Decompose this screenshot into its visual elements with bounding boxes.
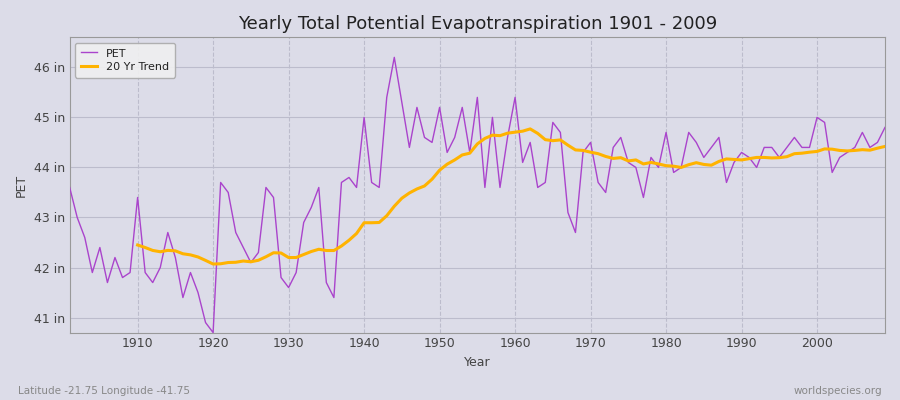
PET <box>208 330 219 335</box>
20 Yr Trend <box>532 131 543 136</box>
Text: Latitude -21.75 Longitude -41.75: Latitude -21.75 Longitude -41.75 <box>18 386 190 396</box>
PET <box>125 270 136 275</box>
20 Yr Trend <box>525 126 535 131</box>
X-axis label: Year: Year <box>464 356 491 369</box>
20 Yr Trend <box>313 247 324 252</box>
20 Yr Trend <box>857 147 868 152</box>
PET <box>525 140 535 145</box>
20 Yr Trend <box>208 262 219 266</box>
Text: worldspecies.org: worldspecies.org <box>794 386 882 396</box>
Title: Yearly Total Potential Evapotranspiration 1901 - 2009: Yearly Total Potential Evapotranspiratio… <box>238 15 717 33</box>
Line: 20 Yr Trend: 20 Yr Trend <box>138 129 885 264</box>
20 Yr Trend <box>132 243 143 248</box>
20 Yr Trend <box>834 148 845 153</box>
PET <box>879 125 890 130</box>
PET <box>518 160 528 165</box>
20 Yr Trend <box>593 151 604 156</box>
20 Yr Trend <box>879 144 890 149</box>
Line: PET: PET <box>69 57 885 332</box>
20 Yr Trend <box>284 255 294 260</box>
PET <box>344 175 355 180</box>
PET <box>298 220 309 225</box>
Legend: PET, 20 Yr Trend: PET, 20 Yr Trend <box>76 43 175 78</box>
PET <box>616 135 626 140</box>
Y-axis label: PET: PET <box>15 173 28 196</box>
PET <box>64 185 75 190</box>
PET <box>389 55 400 60</box>
